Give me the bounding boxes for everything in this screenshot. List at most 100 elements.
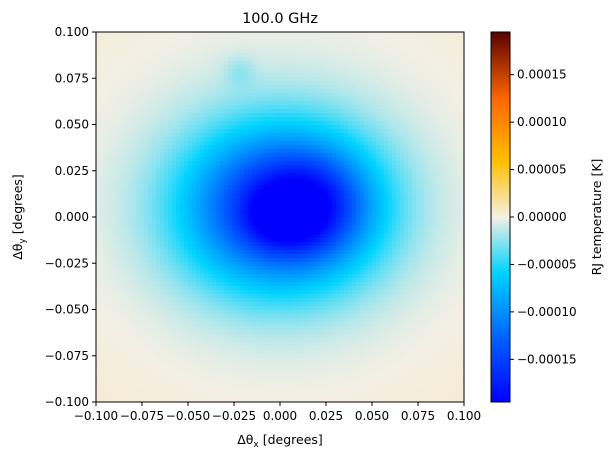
- heatmap-cell: [248, 305, 253, 311]
- heatmap-cell: [284, 317, 289, 323]
- heatmap-cell: [308, 136, 313, 142]
- heatmap-cell: [196, 120, 201, 126]
- heatmap-cell: [288, 188, 293, 194]
- heatmap-cell: [168, 393, 173, 399]
- heatmap-cell: [272, 245, 277, 250]
- heatmap-cell: [312, 353, 317, 359]
- heatmap-cell: [132, 341, 137, 347]
- heatmap-cell: [164, 92, 169, 97]
- heatmap-cell: [292, 52, 297, 57]
- heatmap-cell: [144, 221, 149, 226]
- heatmap-cell: [120, 92, 125, 97]
- heatmap-cell: [300, 277, 305, 282]
- heatmap-cell: [280, 116, 285, 122]
- heatmap-cell: [184, 389, 189, 395]
- heatmap-cell: [240, 204, 245, 210]
- heatmap-cell: [212, 357, 217, 363]
- heatmap-cell: [168, 96, 173, 101]
- heatmap-cell: [108, 120, 113, 126]
- heatmap-cell: [276, 377, 281, 383]
- heatmap-cell: [252, 389, 257, 395]
- heatmap-cell: [112, 176, 117, 182]
- heatmap-cell: [224, 325, 229, 331]
- heatmap-cell: [224, 309, 229, 315]
- heatmap-cell: [96, 381, 101, 387]
- heatmap-cell: [300, 253, 305, 258]
- heatmap-cell: [208, 313, 213, 319]
- heatmap-cell: [288, 84, 293, 89]
- heatmap-cell: [180, 237, 185, 242]
- heatmap-cell: [272, 305, 277, 311]
- heatmap-cell: [144, 176, 149, 182]
- heatmap-cell: [108, 269, 113, 274]
- heatmap-cell: [200, 80, 205, 85]
- heatmap-cell: [168, 369, 173, 375]
- heatmap-cell: [160, 273, 165, 278]
- heatmap-cell: [100, 180, 105, 186]
- heatmap-cell: [184, 253, 189, 258]
- heatmap-cell: [108, 253, 113, 258]
- heatmap-cell: [232, 241, 237, 246]
- heatmap-cell: [216, 229, 221, 234]
- heatmap-cell: [120, 233, 125, 238]
- heatmap-cell: [212, 80, 217, 85]
- heatmap-cell: [100, 72, 105, 77]
- heatmap-cell: [156, 112, 161, 118]
- heatmap-cell: [288, 56, 293, 61]
- heatmap-cell: [140, 285, 145, 290]
- heatmap-cell: [212, 221, 217, 226]
- heatmap-cell: [256, 301, 261, 307]
- heatmap-cell: [264, 108, 269, 114]
- heatmap-cell: [228, 120, 233, 126]
- heatmap-cell: [164, 321, 169, 327]
- heatmap-cell: [268, 293, 273, 299]
- heatmap-cell: [236, 225, 241, 230]
- heatmap-cell: [104, 389, 109, 395]
- heatmap-cell: [188, 277, 193, 282]
- heatmap-cell: [296, 132, 301, 138]
- heatmap-cell: [176, 108, 181, 114]
- heatmap-cell: [268, 257, 273, 262]
- heatmap-cell: [260, 341, 265, 347]
- heatmap-cell: [208, 389, 213, 395]
- heatmap-cell: [144, 204, 149, 210]
- heatmap-cell: [236, 108, 241, 114]
- heatmap-cell: [212, 257, 217, 262]
- heatmap-cell: [308, 52, 313, 57]
- heatmap-cell: [260, 321, 265, 327]
- heatmap-cell: [220, 377, 225, 383]
- heatmap-cell: [196, 353, 201, 359]
- heatmap-cell: [184, 156, 189, 162]
- heatmap-cell: [256, 361, 261, 367]
- heatmap-cell: [200, 333, 205, 339]
- heatmap-cell: [272, 104, 277, 110]
- heatmap-cell: [112, 249, 117, 254]
- heatmap-cell: [112, 301, 117, 307]
- heatmap-cell: [212, 208, 217, 214]
- heatmap-cell: [168, 192, 173, 198]
- heatmap-cell: [152, 168, 157, 174]
- heatmap-cell: [184, 269, 189, 274]
- heatmap-cell: [132, 156, 137, 162]
- heatmap-cell: [204, 60, 209, 65]
- heatmap-cell: [248, 281, 253, 286]
- heatmap-cell: [276, 305, 281, 311]
- heatmap-cell: [152, 132, 157, 138]
- heatmap-cell: [204, 140, 209, 146]
- heatmap-cell: [224, 249, 229, 254]
- heatmap-cell: [208, 108, 213, 114]
- heatmap-cell: [100, 208, 105, 214]
- heatmap-cell: [160, 200, 165, 206]
- heatmap-cell: [232, 120, 237, 126]
- heatmap-cell: [272, 281, 277, 286]
- heatmap-cell: [124, 76, 129, 81]
- heatmap-cell: [180, 337, 185, 343]
- heatmap-cell: [256, 349, 261, 355]
- heatmap-cell: [160, 345, 165, 351]
- heatmap-cell: [292, 60, 297, 65]
- heatmap-cell: [200, 52, 205, 57]
- heatmap-cell: [116, 136, 121, 142]
- heatmap-cell: [264, 297, 269, 303]
- heatmap-cell: [140, 180, 145, 186]
- heatmap-cell: [308, 152, 313, 158]
